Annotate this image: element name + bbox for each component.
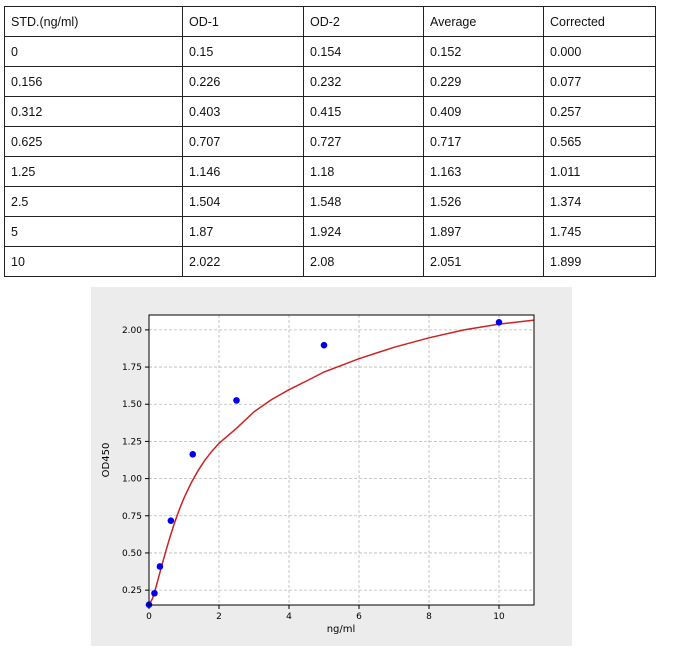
table-cell: 0.565 (543, 126, 656, 157)
data-point (156, 563, 164, 570)
table-cell: 0.154 (303, 36, 424, 67)
table-cell: 0.000 (543, 36, 656, 67)
y-tick-label: 1.50 (122, 400, 142, 410)
y-tick-label: 0.25 (122, 586, 142, 596)
plot-frame (148, 314, 535, 606)
y-axis-label: OD450 (101, 443, 112, 478)
x-tick-label: 6 (356, 612, 362, 622)
table-cell: 1.526 (423, 186, 544, 217)
table-cell: 0.229 (423, 66, 544, 97)
y-tick-label: 1.00 (122, 475, 142, 485)
x-tick-label: 2 (216, 612, 222, 622)
table-cell: 0.717 (423, 126, 544, 157)
y-tick-label: 0.50 (122, 549, 142, 559)
table-cell: 0 (4, 36, 183, 67)
table-cell: 1.504 (182, 186, 304, 217)
column-header: Corrected (543, 6, 656, 37)
table-cell: 0.403 (182, 96, 304, 127)
data-points (145, 318, 503, 609)
data-point (189, 451, 197, 458)
table-row: 0 0.15 0.154 0.152 0.000 (4, 36, 656, 67)
plot-area (149, 315, 534, 605)
x-tick-label: 8 (426, 612, 432, 622)
data-point (320, 341, 328, 349)
data-point (167, 517, 175, 524)
table-cell: 0.707 (182, 126, 304, 157)
table-row: 5 1.87 1.924 1.897 1.745 (4, 216, 656, 247)
table-cell: 0.415 (303, 96, 424, 127)
table-cell: 0.226 (182, 66, 304, 97)
column-header: Average (423, 6, 544, 37)
table-cell: 10 (4, 246, 183, 277)
y-tick-label: 1.25 (122, 437, 142, 447)
table-cell: 1.163 (423, 156, 544, 187)
table-cell: 1.897 (423, 216, 544, 247)
table-cell: 0.152 (423, 36, 544, 67)
x-axis-label: ng/ml (327, 624, 356, 635)
standard-curve-table: STD.(ng/ml) OD-1 OD-2 Average Corrected … (4, 6, 656, 277)
table-cell: 0.312 (4, 96, 183, 127)
x-tick-label: 10 (493, 612, 505, 622)
table-cell: 0.257 (543, 96, 656, 127)
chart-figure: 0 2 4 6 8 10 0.25 0.50 0.75 1.00 1.25 1.50 1.75 2.00 … (91, 287, 572, 646)
table-cell: 0.727 (303, 126, 424, 157)
table-cell: 0.077 (543, 66, 656, 97)
table-cell: 2.5 (4, 186, 183, 217)
table-cell: 1.011 (543, 156, 656, 187)
table-cell: 2.051 (423, 246, 544, 277)
table-header-row: STD.(ng/ml) OD-1 OD-2 Average Corrected (4, 6, 656, 37)
fit-curve (148, 319, 535, 606)
column-header: STD.(ng/ml) (4, 6, 183, 37)
table-cell: 1.18 (303, 156, 424, 187)
x-tick-label: 4 (286, 612, 292, 622)
table-row: 0.312 0.403 0.415 0.409 0.257 (4, 96, 656, 127)
y-tick-label: 0.75 (122, 512, 142, 522)
table-cell: 1.374 (543, 186, 656, 217)
y-tick-label: 1.75 (122, 363, 142, 373)
standard-curve-chart: 0 2 4 6 8 100.250.500.751.001.251.501.752.00 … (101, 314, 535, 635)
table-cell: 0.232 (303, 66, 424, 97)
data-point (233, 397, 240, 404)
column-header: OD-2 (303, 6, 424, 37)
x-tick-label: 0 (146, 612, 152, 622)
table-cell: 1.745 (543, 216, 656, 247)
table-cell: 1.87 (182, 216, 304, 247)
column-header: OD-1 (182, 6, 304, 37)
axis-ticks: 0 2 4 6 8 10 0.25 0.50 0.75 1.00 1.25 1.50 1.75 2.00 (122, 326, 505, 622)
table-cell: 1.146 (182, 156, 304, 187)
table-cell: 1.899 (543, 246, 656, 277)
table-cell: 2.022 (182, 246, 304, 277)
table-row: 10 2.022 2.08 2.051 1.899 (4, 246, 656, 277)
table-cell: 1.548 (303, 186, 424, 217)
data-point (151, 589, 158, 597)
table-cell: 0.15 (182, 36, 304, 67)
table-cell: 0.156 (4, 66, 183, 97)
table-cell: 2.08 (303, 246, 424, 277)
data-point (495, 318, 503, 326)
table-cell: 5 (4, 216, 183, 247)
grid-lines (148, 315, 534, 605)
table-row: 0.625 0.707 0.727 0.717 0.565 (4, 126, 656, 157)
table-cell: 0.409 (423, 96, 544, 127)
table-row: 2.5 1.504 1.548 1.526 1.374 (4, 186, 656, 217)
table-cell: 1.924 (303, 216, 424, 247)
table-cell: 1.25 (4, 156, 183, 187)
table-row: 1.25 1.146 1.18 1.163 1.011 (4, 156, 656, 187)
y-tick-label: 2.00 (122, 326, 142, 336)
table-cell: 0.625 (4, 126, 183, 157)
table-row: 0.156 0.226 0.232 0.229 0.077 (4, 66, 656, 97)
